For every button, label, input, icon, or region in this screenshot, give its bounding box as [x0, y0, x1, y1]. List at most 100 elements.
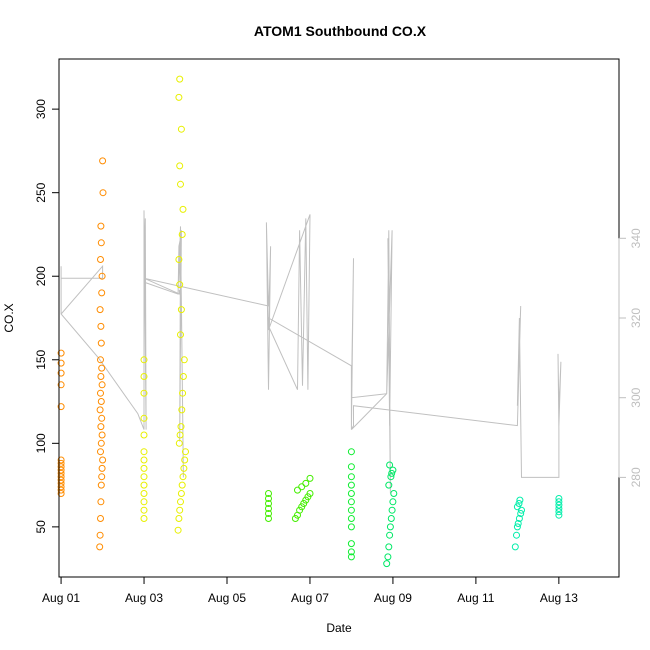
data-point [97, 439, 105, 447]
chart-title: ATOM1 Southbound CO.X [254, 23, 427, 39]
data-point [347, 515, 355, 522]
data-point [389, 498, 397, 506]
y-axis: 50 100 150 200 250 300 [34, 99, 60, 534]
data-point [176, 506, 184, 514]
data-point [177, 498, 184, 506]
data-point [515, 500, 523, 507]
data-point [179, 373, 187, 380]
data-point [385, 481, 393, 489]
data-point [177, 180, 184, 188]
data-point [98, 381, 106, 389]
data-point [517, 510, 525, 517]
data-point [182, 448, 189, 456]
x-tick-label: Aug 13 [540, 591, 578, 605]
data-point [96, 306, 104, 314]
data-point [511, 543, 519, 551]
series-group [265, 490, 272, 522]
data-point [57, 486, 65, 494]
data-point [384, 553, 392, 561]
data-point [140, 414, 148, 422]
data-point [176, 162, 184, 170]
data-point [140, 389, 148, 397]
y-axis-title: CO.X [2, 303, 16, 332]
series-group [291, 474, 314, 522]
data-point [265, 500, 272, 507]
data-point [97, 222, 105, 230]
right-y-tick-label: 320 [629, 308, 643, 328]
data-point [57, 403, 65, 411]
data-point [265, 490, 272, 497]
data-point [97, 515, 104, 522]
data-point [175, 439, 183, 447]
data-point [97, 498, 105, 506]
x-axis: Aug 01 Aug 03 Aug 05 Aug 07 Aug 09 Aug 11 Aug … [42, 576, 578, 605]
data-point [347, 553, 355, 561]
data-point [97, 373, 105, 380]
data-point [57, 369, 65, 377]
secondary-line [60, 210, 562, 494]
data-point [388, 506, 396, 514]
data-point [140, 506, 148, 514]
data-point [97, 481, 105, 489]
series-group [511, 496, 525, 551]
data-point [177, 125, 185, 133]
data-point [99, 189, 107, 197]
data-point [97, 389, 104, 397]
data-point [302, 479, 310, 487]
data-point [389, 466, 397, 474]
data-point [555, 511, 563, 519]
data-point [387, 473, 395, 481]
data-point [347, 490, 355, 497]
series-group [57, 349, 65, 497]
data-point [555, 505, 563, 512]
y-tick-label: 200 [34, 266, 48, 286]
data-point [555, 508, 563, 516]
data-point [57, 479, 65, 487]
data-point [555, 498, 563, 506]
data-point [98, 272, 106, 280]
x-tick-label: Aug 01 [42, 591, 80, 605]
data-point [57, 381, 65, 389]
data-point [178, 481, 186, 489]
x-tick-label: Aug 09 [374, 591, 412, 605]
data-point [181, 456, 189, 464]
data-point [178, 406, 186, 414]
data-point [98, 473, 106, 481]
data-point [347, 523, 355, 531]
data-point [514, 520, 522, 527]
data-point [516, 496, 524, 504]
data-point [57, 349, 65, 357]
data-point [515, 515, 523, 522]
data-point [175, 256, 183, 263]
data-point [97, 239, 105, 247]
data-point [140, 356, 148, 364]
right-y-axis: 280 300 320 340 [618, 228, 643, 487]
data-point [98, 289, 106, 297]
data-point [177, 331, 184, 339]
data-point [265, 515, 272, 522]
data-point [513, 523, 521, 531]
data-point [386, 523, 394, 531]
data-point [140, 498, 148, 506]
data-point [140, 515, 148, 522]
data-point [294, 486, 301, 494]
data-point [97, 398, 105, 405]
data-point [265, 505, 272, 512]
y-tick-label: 50 [34, 520, 48, 534]
data-point [177, 306, 185, 314]
x-tick-label: Aug 11 [457, 591, 494, 605]
data-point [347, 463, 355, 471]
data-point [140, 456, 148, 464]
data-point [298, 483, 306, 491]
data-point [57, 483, 65, 491]
x-axis-title: Date [326, 621, 352, 635]
data-point [347, 448, 355, 456]
data-point [140, 481, 148, 489]
right-y-tick-label: 300 [629, 387, 643, 407]
data-point [98, 431, 106, 439]
data-point [296, 506, 304, 514]
y-tick-label: 300 [34, 99, 48, 119]
y-tick-label: 100 [34, 433, 48, 453]
data-point [180, 464, 188, 472]
